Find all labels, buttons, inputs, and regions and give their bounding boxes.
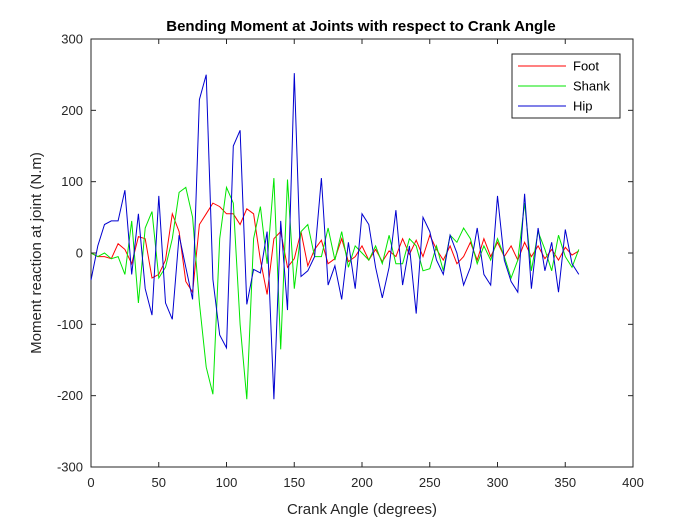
chart-title: Bending Moment at Joints with respect to… — [166, 18, 555, 35]
x-tick-label: 200 — [351, 475, 373, 490]
x-tick-label: 300 — [487, 475, 509, 490]
y-tick-label: 300 — [61, 32, 83, 47]
x-axis-label: Crank Angle (degrees) — [287, 501, 437, 518]
x-tick-label: 50 — [152, 475, 166, 490]
x-axis-ticks: 0 50 100 150 200 250 300 350 400 — [87, 39, 644, 490]
legend-label-hip: Hip — [573, 99, 593, 114]
x-tick-label: 400 — [622, 475, 644, 490]
x-tick-label: 0 — [87, 475, 94, 490]
y-tick-label: 200 — [61, 103, 83, 118]
y-tick-label: 100 — [61, 174, 83, 189]
series-layer — [90, 73, 580, 400]
series-line-hip — [90, 73, 580, 400]
y-tick-label: -300 — [57, 460, 83, 475]
y-tick-label: 0 — [76, 246, 83, 261]
y-tick-label: -200 — [57, 388, 83, 403]
x-tick-label: 150 — [283, 475, 305, 490]
x-tick-label: 100 — [216, 475, 238, 490]
y-axis-ticks: -300 -200 -100 0 100 200 300 — [57, 32, 633, 475]
y-axis-label: Moment reaction at joint (N.m) — [28, 152, 45, 354]
series-line-shank — [90, 178, 580, 400]
x-tick-label: 250 — [419, 475, 441, 490]
legend-label-shank: Shank — [573, 79, 610, 94]
legend: Foot Shank Hip — [511, 53, 621, 119]
x-tick-label: 350 — [554, 475, 576, 490]
legend-label-foot: Foot — [573, 59, 599, 74]
y-tick-label: -100 — [57, 317, 83, 332]
